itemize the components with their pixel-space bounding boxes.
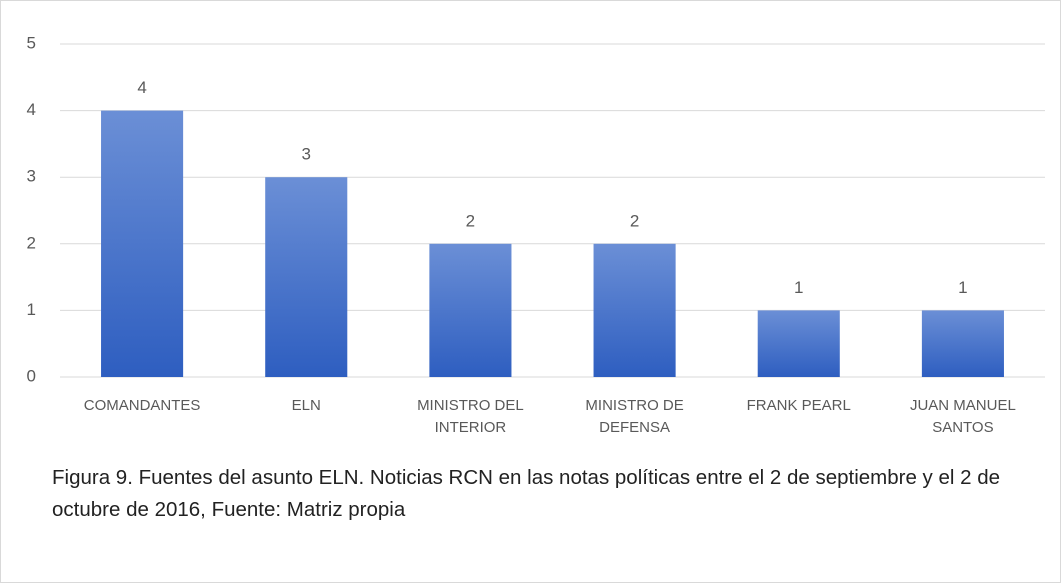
caption: Figura 9. Fuentes del asunto ELN. Notici…	[52, 466, 1001, 521]
value-label: 2	[466, 211, 475, 230]
value-label: 2	[630, 211, 639, 230]
y-tick-label: 3	[27, 167, 36, 186]
bar	[593, 243, 676, 377]
bar	[265, 177, 348, 377]
x-tick-label: COMANDANTES	[83, 397, 201, 414]
x-tick-label: JUAN MANUEL SANTOS	[909, 397, 1016, 436]
x-tick-label: FRANK PEARL	[746, 397, 851, 414]
y-tick-label: 5	[27, 33, 36, 52]
bar	[429, 243, 512, 377]
bar	[101, 110, 184, 377]
value-label: 4	[137, 78, 146, 97]
bar	[921, 310, 1004, 377]
bar	[757, 310, 840, 377]
y-tick-label: 4	[27, 100, 36, 119]
value-label: 1	[794, 278, 803, 297]
x-tick-label: ELN	[291, 397, 321, 414]
y-tick-label: 1	[27, 300, 36, 319]
value-label: 3	[302, 145, 311, 164]
y-tick-label: 0	[27, 366, 36, 385]
value-label: 1	[958, 278, 967, 297]
x-tick-label: MINISTRO DE DEFENSA	[585, 397, 684, 436]
y-tick-label: 2	[27, 233, 36, 252]
x-tick-label: MINISTRO DEL INTERIOR	[417, 397, 524, 436]
